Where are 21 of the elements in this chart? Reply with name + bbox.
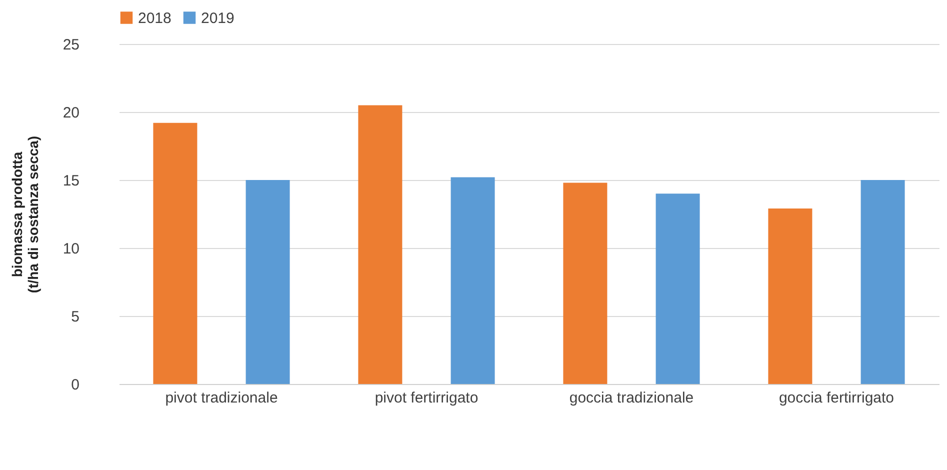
legend-label: 2018 xyxy=(138,10,172,27)
bar xyxy=(768,208,812,384)
y-tick-label: 20 xyxy=(62,104,80,122)
bar xyxy=(656,194,700,384)
y-axis-title: biomassa prodotta (t/ha di sostanza secca) xyxy=(8,136,41,294)
y-tick-label: 25 xyxy=(62,36,80,54)
bar xyxy=(450,177,495,384)
x-tick-label: pivot fertirrigato xyxy=(374,390,478,406)
x-tick-label: pivot tradizionale xyxy=(165,390,278,406)
bar xyxy=(860,180,905,384)
bar xyxy=(358,105,402,384)
bar xyxy=(246,180,290,384)
y-tick-label: 0 xyxy=(71,376,80,394)
bar xyxy=(153,122,198,384)
x-tick-label: goccia fertirrigato xyxy=(778,390,894,406)
x-tick-label: goccia tradizionale xyxy=(569,390,694,406)
y-tick-label: 15 xyxy=(62,172,80,190)
bar xyxy=(563,182,608,384)
y-tick-label: 5 xyxy=(71,308,80,326)
y-tick-label: 10 xyxy=(62,240,80,258)
legend-label: 2019 xyxy=(201,10,234,27)
